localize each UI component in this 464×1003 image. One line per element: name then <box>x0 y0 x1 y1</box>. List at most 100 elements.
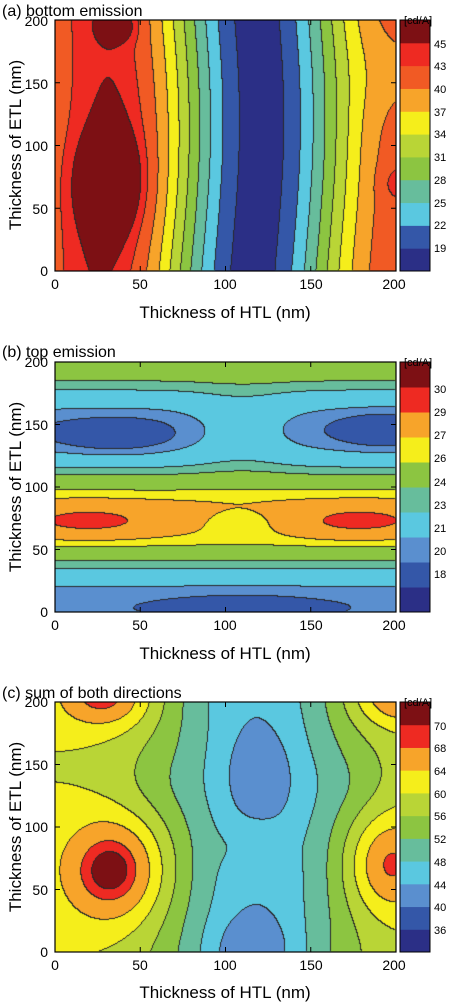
colorbar-swatch <box>400 462 430 488</box>
colorbar-unit: [cd/A] <box>404 357 432 369</box>
x-tick-label: 0 <box>51 957 59 973</box>
y-tick-label: 150 <box>25 76 49 92</box>
colorbar-swatch <box>400 512 430 538</box>
x-axis-label: Thickness of HTL (nm) <box>139 303 310 322</box>
colorbar-swatch <box>400 562 430 588</box>
x-tick-label: 200 <box>382 276 406 292</box>
y-tick-label: 100 <box>25 138 49 154</box>
colorbar-level: 21 <box>434 523 446 535</box>
y-tick-label: 200 <box>25 354 49 370</box>
y-tick-label: 0 <box>40 263 48 279</box>
colorbar-swatch <box>400 225 430 249</box>
x-tick-label: 0 <box>51 617 59 633</box>
colorbar-level: 70 <box>434 721 446 733</box>
colorbar-swatch <box>400 537 430 563</box>
colorbar-swatch <box>400 815 430 839</box>
panel-sum-both-directions: (c) sum of both directions 200 150 100 5… <box>2 685 446 1002</box>
x-tick-label: 200 <box>382 617 406 633</box>
colorbar-level: 31 <box>434 152 446 164</box>
colorbar-swatch <box>400 202 430 226</box>
axis-ticks <box>54 19 397 272</box>
colorbar-swatch <box>400 724 430 748</box>
colorbar-unit: [cd/A] <box>404 697 432 709</box>
colorbar-swatch <box>400 387 430 413</box>
x-tick-label: 0 <box>51 276 59 292</box>
colorbar-swatch <box>400 587 430 613</box>
x-tick-label: 50 <box>132 617 148 633</box>
colorbar: [cd/A] 70 68 64 60 56 52 48 44 40 36 <box>399 697 446 953</box>
panel-title: (c) sum of both directions <box>2 685 182 702</box>
contour-fill <box>55 20 396 271</box>
colorbar-level: 56 <box>434 811 446 823</box>
colorbar-level: 40 <box>434 902 446 914</box>
colorbar-level: 26 <box>434 453 446 465</box>
colorbar-swatch <box>400 248 430 272</box>
axis-ticks <box>54 701 397 953</box>
y-tick-label: 200 <box>25 694 49 710</box>
colorbar-level: 29 <box>434 407 446 419</box>
colorbar-level: 45 <box>434 39 446 51</box>
colorbar-swatch <box>400 929 430 953</box>
y-tick-label: 50 <box>32 542 48 558</box>
x-tick-label: 150 <box>299 276 323 292</box>
colorbar-level: 37 <box>434 107 446 119</box>
y-tick-label: 100 <box>25 479 49 495</box>
y-axis-label: Thickness of ETL (nm) <box>6 60 25 230</box>
colorbar-level: 19 <box>434 243 446 255</box>
x-tick-label: 100 <box>213 957 237 973</box>
colorbar-frame <box>399 361 431 613</box>
colorbar-level: 44 <box>434 880 446 892</box>
colorbar-level: 28 <box>434 175 446 187</box>
colorbar-frame <box>399 19 431 272</box>
colorbar-swatch <box>400 770 430 794</box>
x-tick-label: 150 <box>299 617 323 633</box>
contour-plot-area <box>55 362 396 612</box>
colorbar-level: 18 <box>434 569 446 581</box>
y-tick-label: 50 <box>32 882 48 898</box>
colorbar-level: 30 <box>434 384 446 396</box>
colorbar-level: 60 <box>434 789 446 801</box>
colorbar-swatch <box>400 179 430 204</box>
y-tick-label: 200 <box>25 13 49 29</box>
colorbar-level: 43 <box>434 61 446 73</box>
y-axis-label: Thickness of ETL (nm) <box>6 402 25 572</box>
x-tick-label: 100 <box>213 276 237 292</box>
colorbar-swatch <box>400 702 430 726</box>
x-axis-label: Thickness of HTL (nm) <box>139 644 310 663</box>
colorbar-swatch <box>400 134 430 158</box>
axis-ticks <box>54 361 397 613</box>
y-tick-label: 150 <box>25 757 49 773</box>
y-tick-label: 0 <box>40 944 48 960</box>
panel-title: (b) top emission <box>2 344 116 361</box>
y-tick-label: 0 <box>40 604 48 620</box>
colorbar-swatch <box>400 883 430 908</box>
colorbar-swatch <box>400 412 430 438</box>
contour-fill <box>55 362 396 612</box>
colorbar-level: 24 <box>434 477 446 489</box>
colorbar-swatch <box>400 906 430 930</box>
colorbar-swatch <box>400 861 430 885</box>
x-axis-label: Thickness of HTL (nm) <box>139 983 310 1002</box>
y-tick-label: 100 <box>25 819 49 835</box>
y-axis-label: Thickness of ETL (nm) <box>6 742 25 912</box>
colorbar-level: 64 <box>434 766 446 778</box>
x-tick-label: 100 <box>213 617 237 633</box>
colorbar-level: 25 <box>434 198 446 210</box>
colorbar-swatch <box>400 111 430 135</box>
colorbar-level: 22 <box>434 220 446 232</box>
colorbar-level: 40 <box>434 84 446 96</box>
colorbar-unit: [cd/A] <box>404 15 432 27</box>
colorbar-level: 34 <box>434 129 446 141</box>
colorbar-swatch <box>400 437 430 463</box>
panel-bottom-emission: (a) bottom emission 200 150 100 50 0 0 5… <box>2 3 446 322</box>
colorbar-swatch <box>400 487 430 513</box>
colorbar-swatch <box>400 156 430 181</box>
colorbar-level: 68 <box>434 743 446 755</box>
colorbar: [cd/A] 45 43 40 37 34 31 28 25 22 19 <box>399 15 446 272</box>
contour-plot-area <box>55 702 396 952</box>
colorbar-level: 27 <box>434 430 446 442</box>
colorbar-swatch <box>400 792 430 817</box>
panel-top-emission: (b) top emission 200 150 100 50 0 0 50 1… <box>2 344 446 663</box>
colorbar-level: 36 <box>434 925 446 937</box>
